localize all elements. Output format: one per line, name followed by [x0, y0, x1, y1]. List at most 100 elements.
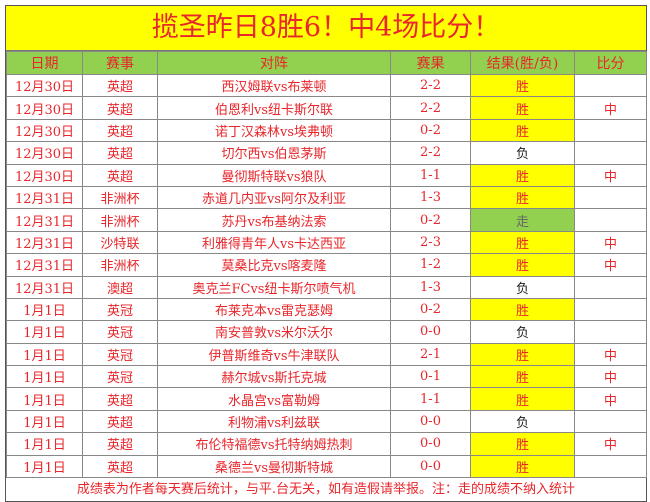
cell-league: 英冠 — [82, 342, 158, 367]
cell-result: 负 — [470, 141, 575, 165]
cell-league: 英超 — [82, 73, 158, 98]
cell-result: 胜 — [470, 230, 575, 255]
table-row: 1月1日 英超 桑德兰vs曼彻斯特城 0-0 胜 — [6, 454, 647, 479]
table-row: 1月1日 英冠 赫尔城vs斯托克城 0-1 胜中 — [6, 365, 647, 389]
cell-result: 负 — [470, 409, 575, 434]
cell-result: 胜 — [470, 73, 575, 98]
cell-match: 诺丁汉森林vs埃弗顿 — [157, 118, 391, 143]
cell-date: 12月30日 — [6, 96, 83, 120]
cell-date: 1月1日 — [6, 297, 83, 322]
cell-result: 负 — [470, 320, 575, 344]
cell-date: 12月31日 — [6, 185, 83, 210]
cell-league: 英超 — [82, 118, 158, 143]
cell-match: 布伦特福德vs托特纳姆热刺 — [157, 432, 391, 456]
cell-exact-score — [574, 73, 647, 98]
header-match: 对阵 — [157, 51, 391, 75]
cell-exact-score — [574, 185, 647, 210]
cell-date: 1月1日 — [6, 342, 83, 367]
cell-score: 0-0 — [390, 409, 471, 434]
table-row: 1月1日 英超 水晶宫vs富勒姆 1-1 胜中 — [6, 387, 647, 411]
cell-match: 利雅得青年人vs卡达西亚 — [157, 230, 391, 255]
cell-match: 切尔西vs伯恩茅斯 — [157, 141, 391, 165]
cell-result: 胜 — [470, 342, 575, 367]
cell-result: 胜 — [470, 454, 575, 479]
cell-date: 12月30日 — [6, 141, 83, 165]
cell-match: 苏丹vs布基纳法索 — [157, 208, 391, 232]
cell-score: 2-1 — [390, 342, 471, 367]
cell-league: 英超 — [82, 432, 158, 456]
results-sheet: 揽圣昨日8胜6！中4场比分！ 日期 赛事 对阵 赛果 结果(胜/负) 比分 12月30日英… — [5, 5, 647, 502]
cell-result: 胜 — [470, 387, 575, 411]
sheet-title: 揽圣昨日8胜6！中4场比分！ — [6, 6, 646, 51]
cell-league: 非洲杯 — [82, 208, 158, 232]
cell-match: 莫桑比克vs喀麦隆 — [157, 253, 391, 277]
cell-exact-score: 中 — [574, 96, 647, 120]
cell-score: 0-2 — [390, 208, 471, 232]
cell-score: 1-2 — [390, 253, 471, 277]
cell-score: 0-0 — [390, 320, 471, 344]
table-row: 1月1日 英冠 布莱克本vs雷克瑟姆 0-2 胜 — [6, 297, 647, 322]
cell-result: 胜 — [470, 185, 575, 210]
cell-result: 胜 — [470, 163, 575, 187]
cell-date: 1月1日 — [6, 387, 83, 411]
cell-date: 12月31日 — [6, 208, 83, 232]
cell-exact-score — [574, 141, 647, 165]
cell-exact-score: 中 — [574, 387, 647, 411]
cell-date: 12月31日 — [6, 275, 83, 299]
cell-score: 2-3 — [390, 230, 471, 255]
cell-score: 2-2 — [390, 73, 471, 98]
cell-exact-score — [574, 297, 647, 322]
cell-match: 赤道几内亚vs阿尔及利亚 — [157, 185, 391, 210]
cell-exact-score: 中 — [574, 342, 647, 367]
cell-league: 非洲杯 — [82, 185, 158, 210]
cell-match: 奥克兰FCvs纽卡斯尔喷气机 — [157, 275, 391, 299]
cell-date: 12月31日 — [6, 230, 83, 255]
cell-result: 胜 — [470, 253, 575, 277]
cell-score: 1-1 — [390, 387, 471, 411]
table-row: 12月31日 沙特联 利雅得青年人vs卡达西亚 2-3 胜中 — [6, 230, 647, 255]
cell-score: 0-0 — [390, 432, 471, 456]
cell-exact-score: 中 — [574, 253, 647, 277]
table-row: 1月1日 英超 利物浦vs利兹联 0-0 负 — [6, 409, 647, 434]
table-row: 1月1日 英冠 南安普敦vs米尔沃尔 0-0 负 — [6, 320, 647, 344]
cell-score: 0-2 — [390, 297, 471, 322]
header-score: 赛果 — [390, 51, 471, 75]
cell-score: 1-3 — [390, 185, 471, 210]
cell-score: 1-3 — [390, 275, 471, 299]
cell-exact-score — [574, 275, 647, 299]
table-row: 12月30日 英超 切尔西vs伯恩茅斯 2-2 负 — [6, 141, 647, 165]
cell-league: 英超 — [82, 387, 158, 411]
cell-result: 胜 — [470, 118, 575, 143]
cell-result: 胜 — [470, 96, 575, 120]
cell-result: 胜 — [470, 365, 575, 389]
cell-league: 英冠 — [82, 320, 158, 344]
cell-league: 英超 — [82, 454, 158, 479]
cell-score: 0-2 — [390, 118, 471, 143]
table-row: 12月30日 英超 伯恩利vs纽卡斯尔联 2-2 胜中 — [6, 96, 647, 120]
header-exact-score: 比分 — [574, 51, 647, 75]
cell-match: 伊普斯维奇vs牛津联队 — [157, 342, 391, 367]
cell-date: 1月1日 — [6, 409, 83, 434]
table-row: 12月31日 澳超 奥克兰FCvs纽卡斯尔喷气机 1-3 负 — [6, 275, 647, 299]
cell-score: 0-1 — [390, 365, 471, 389]
table-row: 12月30日 英超 西汉姆联vs布莱顿 2-2 胜 — [6, 73, 647, 98]
cell-match: 桑德兰vs曼彻斯特城 — [157, 454, 391, 479]
cell-date: 1月1日 — [6, 320, 83, 344]
cell-result: 负 — [470, 275, 575, 299]
cell-date: 12月30日 — [6, 163, 83, 187]
cell-league: 非洲杯 — [82, 253, 158, 277]
cell-date: 1月1日 — [6, 432, 83, 456]
cell-score: 0-0 — [390, 454, 471, 479]
cell-match: 水晶宫vs富勒姆 — [157, 387, 391, 411]
cell-league: 英超 — [82, 409, 158, 434]
cell-match: 利物浦vs利兹联 — [157, 409, 391, 434]
cell-exact-score: 中 — [574, 365, 647, 389]
cell-exact-score: 中 — [574, 230, 647, 255]
cell-league: 英冠 — [82, 297, 158, 322]
cell-league: 英超 — [82, 96, 158, 120]
cell-league: 沙特联 — [82, 230, 158, 255]
results-table: 日期 赛事 对阵 赛果 结果(胜/负) 比分 12月30日 英超 西汉姆联vs布莱顿 2-2 胜 1… — [6, 51, 647, 479]
cell-exact-score: 中 — [574, 163, 647, 187]
cell-score: 2-2 — [390, 141, 471, 165]
cell-match: 南安普敦vs米尔沃尔 — [157, 320, 391, 344]
